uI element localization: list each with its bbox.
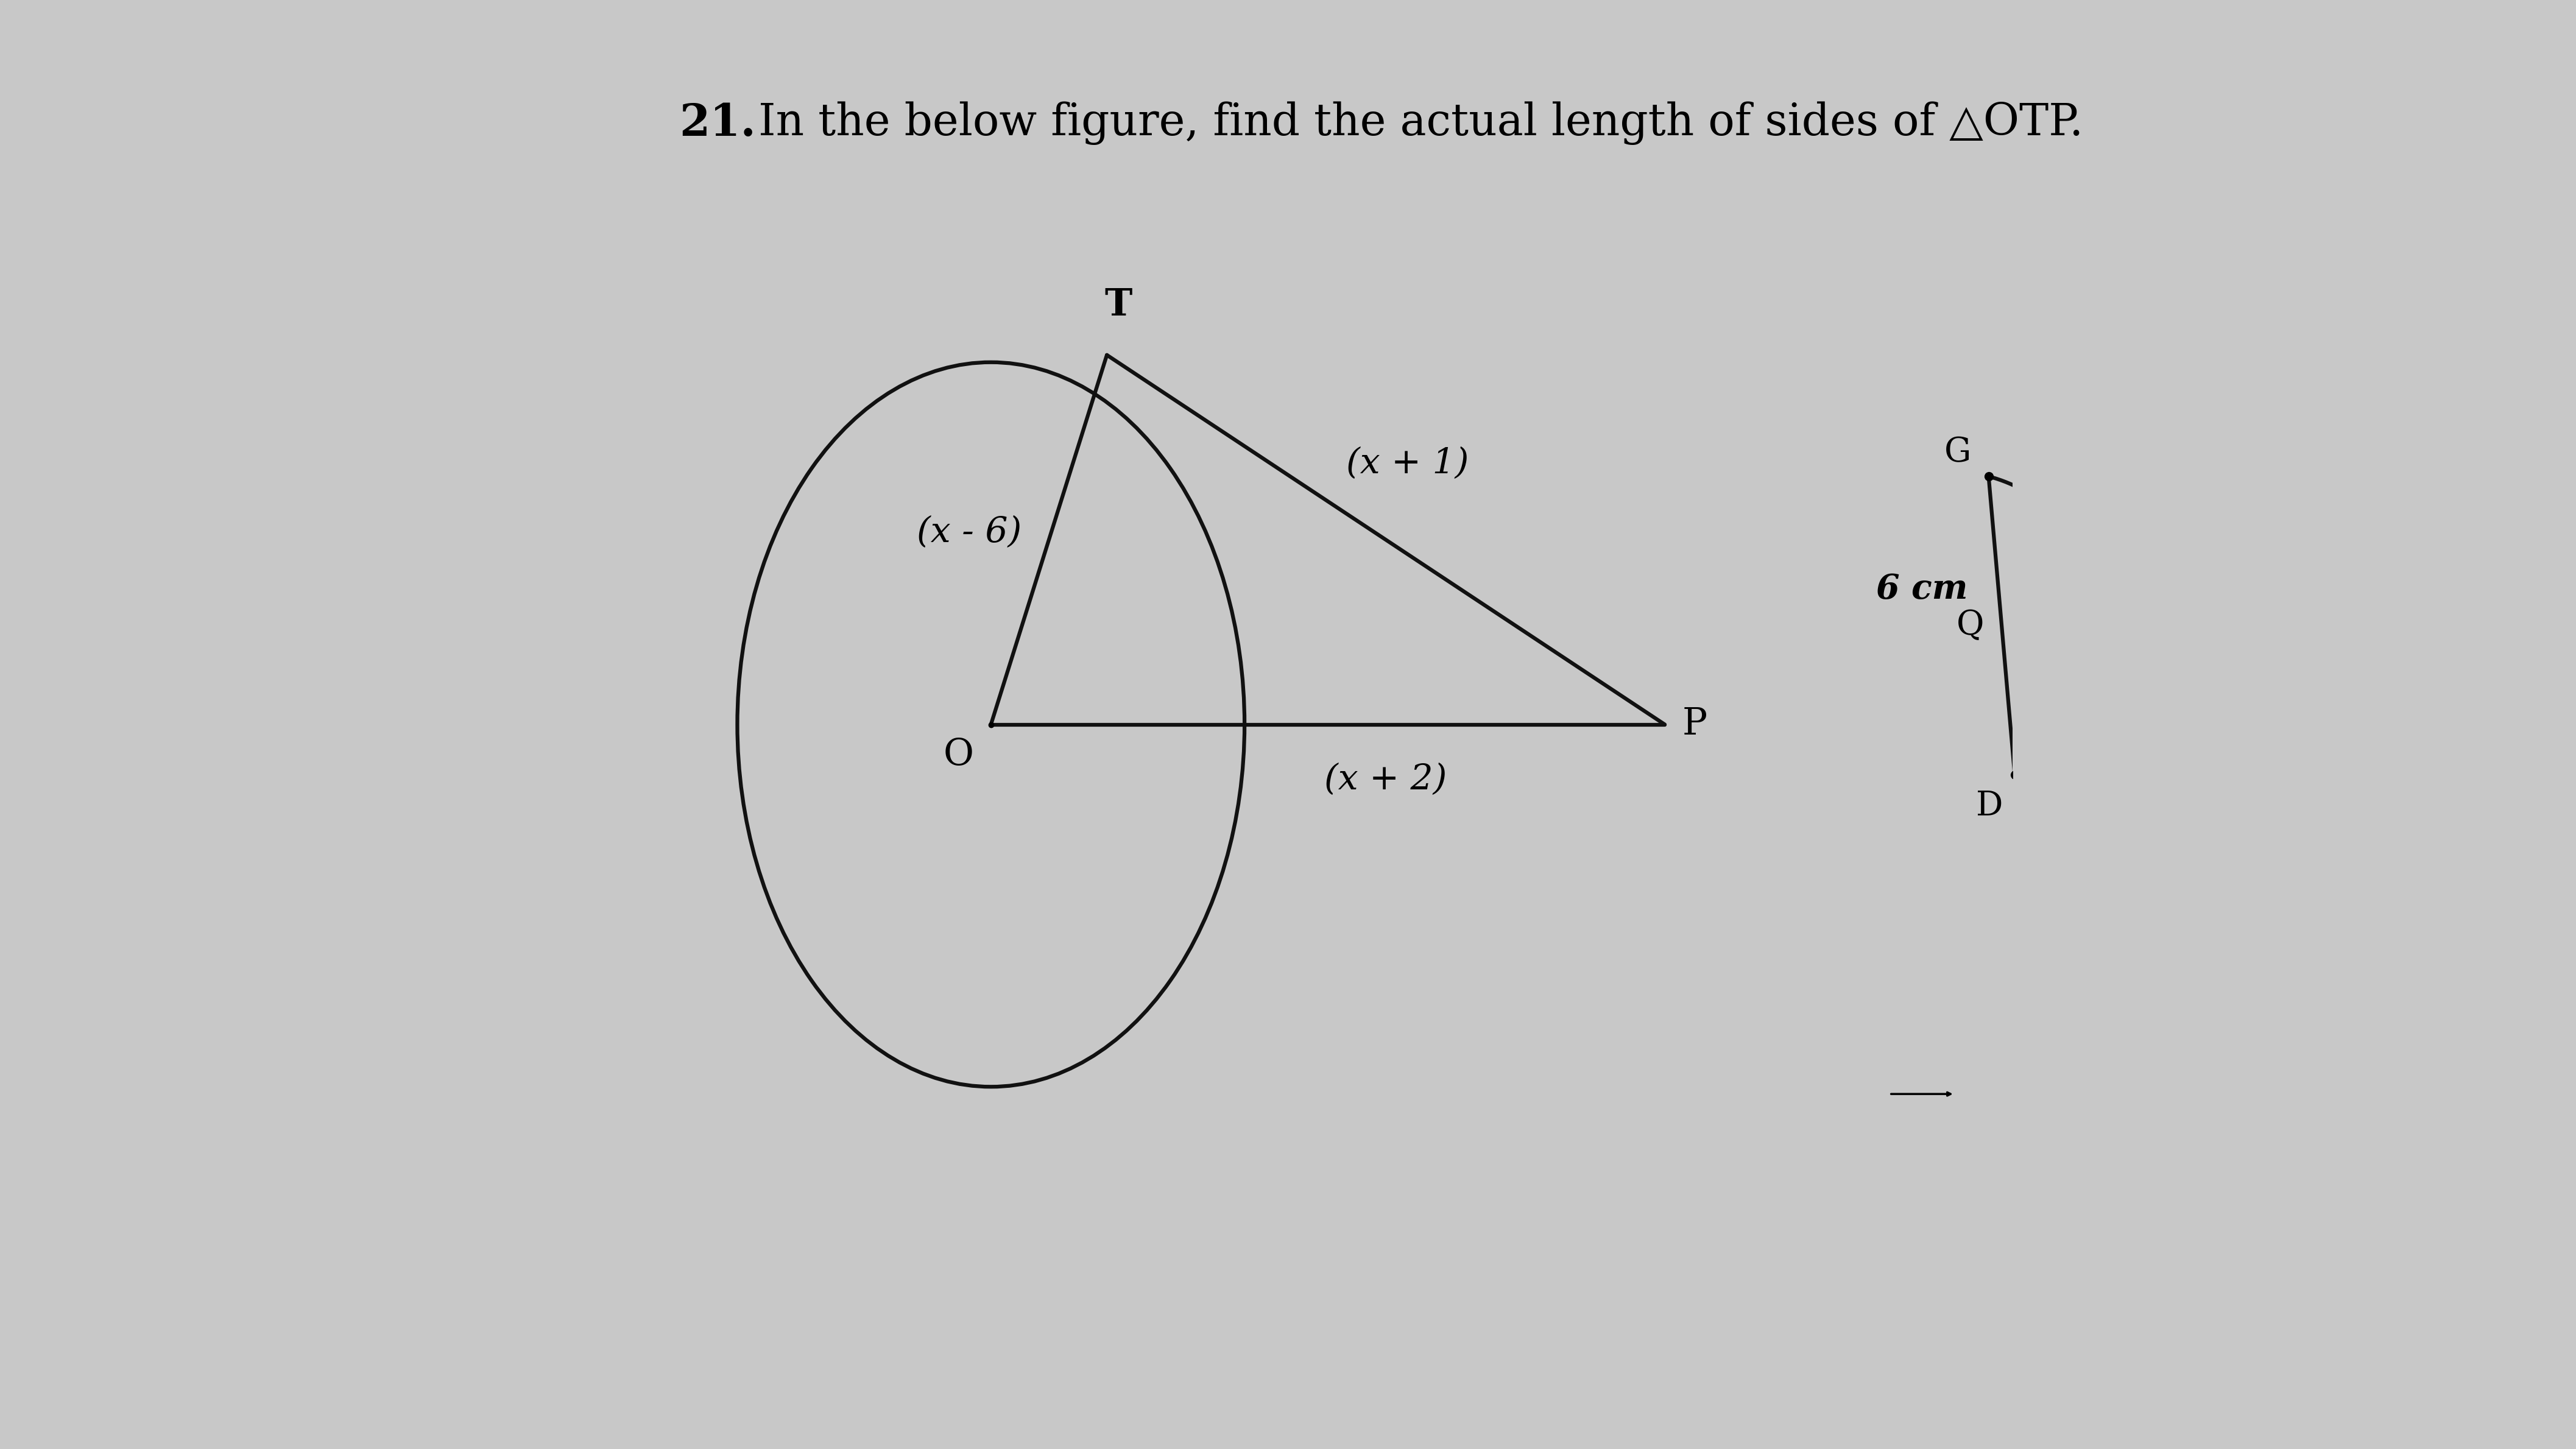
Text: T: T xyxy=(1105,287,1133,323)
Text: (x + 1): (x + 1) xyxy=(1347,446,1468,481)
Text: 6 cm: 6 cm xyxy=(1875,572,1968,606)
Text: G: G xyxy=(1945,436,1971,469)
Text: P: P xyxy=(1682,706,1708,743)
Text: (x - 6): (x - 6) xyxy=(917,516,1023,549)
Text: Q: Q xyxy=(1958,609,1984,642)
Text: 21.: 21. xyxy=(680,101,755,145)
Text: O: O xyxy=(943,736,974,772)
Text: In the below figure, find the actual length of sides of △OTP.: In the below figure, find the actual len… xyxy=(744,101,2084,145)
Text: D: D xyxy=(1976,790,2004,823)
Text: (x + 2): (x + 2) xyxy=(1324,762,1448,797)
